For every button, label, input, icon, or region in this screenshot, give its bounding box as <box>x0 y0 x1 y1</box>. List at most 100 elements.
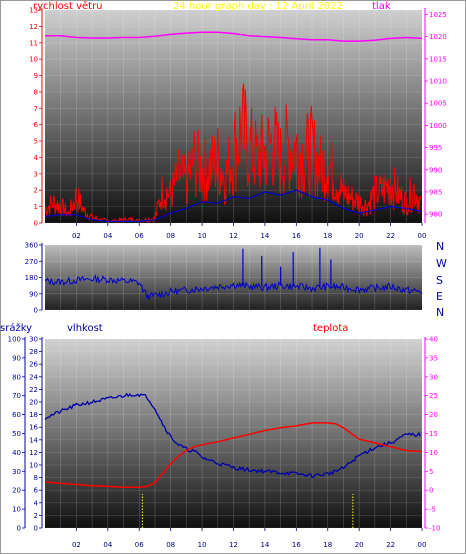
wind-direction-line <box>44 274 423 300</box>
panel-wind-y-left-tick-label: 8 <box>34 88 38 96</box>
panel-wind-y-left-tick-label: 6 <box>34 121 39 129</box>
panel-humidity-y-left-tick-label: 6 <box>34 487 39 495</box>
label-humidity: vlhkost <box>67 323 103 334</box>
chart-title: 24 hour graph day : 12 April 2022 <box>173 1 343 12</box>
panel-humidity-x-tick-label: 06 <box>135 541 144 549</box>
panel-humidity-y-right-tick-label: 35 <box>429 354 438 362</box>
panel-humidity-y-left-tick-label: 22 <box>29 386 38 394</box>
direction-label-n-bottom: N <box>436 306 444 319</box>
label-pressure: tlak <box>372 1 391 12</box>
panel-humidity-y-left-tick-label: 26 <box>29 361 38 369</box>
panel-direction-background <box>45 245 422 310</box>
panel-humidity-y-rain-tick-label: 30 <box>12 468 21 476</box>
panel-direction-y-left-tick-label: 180 <box>25 274 38 282</box>
panel-humidity-x-tick-label: 02 <box>72 541 81 549</box>
panel-humidity-y-rain-tick-label: 50 <box>12 430 21 438</box>
panel-humidity-y-right-tick-label: 10 <box>429 449 438 457</box>
panel-wind-y-left-tick-label: 9 <box>34 72 38 80</box>
panel-humidity-y-left-tick-label: 10 <box>29 462 38 470</box>
panel-humidity-x-tick-label: 14 <box>260 541 269 549</box>
panel-wind-x-tick-label: 12 <box>229 232 238 240</box>
wind-gust-line <box>44 83 422 224</box>
panel-humidity-x-tick-label: 16 <box>292 541 301 549</box>
direction-label-n-top: N <box>436 240 444 253</box>
panel-direction-y-left-tick-label: 90 <box>29 290 38 298</box>
panel-wind-x-tick-label: 20 <box>355 232 364 240</box>
direction-label-w: W <box>436 257 447 270</box>
panel-humidity-y-left-tick-label: 0 <box>34 525 38 533</box>
panel-humidity-y-left-tick-label: 30 <box>29 336 38 344</box>
temperature-line <box>44 422 423 488</box>
panel-humidity-y-left-tick-label: 14 <box>29 436 38 444</box>
panel-wind-x-tick-label: 10 <box>198 232 207 240</box>
panel-wind-x-tick-label: 04 <box>103 232 112 240</box>
panel-humidity-y-left-tick-label: 24 <box>29 373 38 381</box>
panel-humidity-x-tick-label: 00 <box>418 541 427 549</box>
panel-wind-y-right-tick-label: 1015 <box>429 55 447 63</box>
panel-direction-y-left-tick-label: 0 <box>34 307 38 315</box>
panel-humidity-y-rain-tick-label: 60 <box>12 411 21 419</box>
panel-humidity-x-tick-label: 04 <box>103 541 112 549</box>
panel-humidity-series <box>44 392 423 528</box>
panel-humidity-y-left-tick-label: 18 <box>29 411 38 419</box>
panel-wind-x-tick-label: 16 <box>292 232 301 240</box>
panel-humidity-y-rain-tick-label: 10 <box>12 506 21 514</box>
panel-wind-y-right-tick-label: 985 <box>429 188 442 196</box>
panel-humidity-x-tick-label: 22 <box>386 541 395 549</box>
panel-wind-y-left-tick-label: 5 <box>34 138 38 146</box>
panel-wind-y-left-tick-label: 0 <box>34 220 38 228</box>
panel-humidity-y-rain-tick-label: 100 <box>8 336 21 344</box>
label-wind-speed: rychlost větru <box>33 0 103 12</box>
panel-wind-x-tick-label: 08 <box>166 232 175 240</box>
panel-wind-y-left-tick-label: 7 <box>34 105 38 113</box>
panel-humidity-y-right-tick-label: 40 <box>429 336 438 344</box>
panel-humidity-y-right-tick-label: -5 <box>429 506 436 514</box>
panel-wind-y-left-tick-label: 10 <box>29 56 38 64</box>
panel-humidity-y-left-tick-label: 28 <box>29 348 38 356</box>
panel-wind-y-left-tick-label: 13 <box>29 7 38 15</box>
panel-wind-y-right-tick-label: 995 <box>429 144 442 152</box>
panel-humidity-background <box>45 339 422 528</box>
panel-humidity-x-tick-label: 08 <box>166 541 175 549</box>
panel-humidity-y-rain-tick-label: 0 <box>17 525 21 533</box>
panel-wind-x-tick-label: 00 <box>418 232 427 240</box>
panel-wind-y-right-tick-label: 1025 <box>429 11 447 19</box>
panel-wind-y-left-tick-label: 11 <box>29 39 38 47</box>
panel-humidity-x-tick-label: 18 <box>323 541 332 549</box>
panel-wind-series <box>44 31 423 224</box>
panel-humidity-y-right-tick-label: 15 <box>429 430 438 438</box>
panel-wind-y-right-tick-label: 1010 <box>429 78 447 86</box>
panel-humidity-y-right-tick-label: 25 <box>429 392 438 400</box>
panel-direction-y-left-tick-label: 360 <box>25 242 38 250</box>
panel-humidity-y-rain-tick-label: 90 <box>12 354 21 362</box>
panel-wind-y-right-tick-label: 980 <box>429 211 442 219</box>
panel-wind-x-tick-label: 06 <box>135 232 144 240</box>
panel-humidity-y-right-tick-label: -10 <box>429 525 440 533</box>
panel-wind-y-left-tick-label: 3 <box>34 170 38 178</box>
panel-wind-x-tick-label: 02 <box>72 232 81 240</box>
panel-humidity-y-right-tick-label: 5 <box>429 468 433 476</box>
panel-wind-x-tick-label: 18 <box>323 232 332 240</box>
panel-humidity-y-right-tick-label: 30 <box>429 373 438 381</box>
panel-direction-y-left-tick-label: 270 <box>25 258 38 266</box>
panel-wind-y-right-tick-label: 1020 <box>429 33 447 41</box>
panel-wind-y-right-tick-label: 990 <box>429 166 442 174</box>
panel-humidity-y-rain-tick-label: 70 <box>12 392 21 400</box>
panel-direction-series <box>44 247 423 300</box>
panel-humidity-y-rain-tick-label: 80 <box>12 373 21 381</box>
panel-humidity-x-tick-label: 20 <box>355 541 364 549</box>
panel-humidity-y-left-tick-label: 8 <box>34 474 38 482</box>
panel-humidity-y-left-tick-label: 4 <box>34 499 39 507</box>
panel-humidity-y-right-tick-label: 0 <box>429 487 433 495</box>
panel-wind-x-tick-label: 22 <box>386 232 395 240</box>
panel-humidity-y-left-tick-label: 16 <box>29 424 38 432</box>
panel-humidity-grid <box>45 338 422 529</box>
direction-label-e: E <box>436 290 443 303</box>
panel-humidity-y-right-tick-label: 20 <box>429 411 438 419</box>
panel-wind-y-left-tick-label: 2 <box>34 187 38 195</box>
panel-humidity-x-tick-label: 10 <box>198 541 207 549</box>
panel-wind-y-left-tick-label: 4 <box>34 154 39 162</box>
